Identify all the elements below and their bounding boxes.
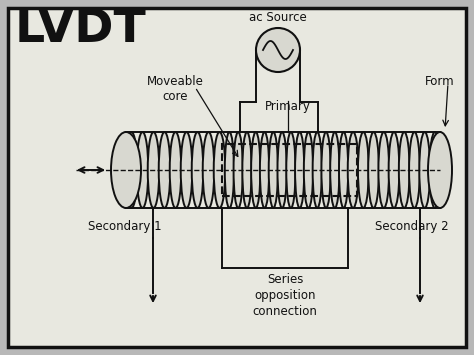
Text: Moveable
core: Moveable core [146, 75, 203, 103]
Ellipse shape [399, 132, 410, 208]
Ellipse shape [111, 132, 141, 208]
Ellipse shape [321, 132, 331, 208]
Ellipse shape [295, 132, 304, 208]
Ellipse shape [429, 132, 440, 208]
Ellipse shape [170, 132, 181, 208]
Ellipse shape [214, 132, 225, 208]
Ellipse shape [330, 132, 339, 208]
Ellipse shape [191, 132, 203, 208]
Ellipse shape [409, 132, 420, 208]
Text: Primary: Primary [265, 100, 311, 113]
Ellipse shape [159, 132, 170, 208]
Ellipse shape [225, 132, 234, 208]
Ellipse shape [358, 132, 369, 208]
Ellipse shape [348, 132, 358, 208]
Ellipse shape [181, 132, 192, 208]
Ellipse shape [203, 132, 214, 208]
Text: ac Source: ac Source [249, 11, 307, 24]
Ellipse shape [234, 132, 243, 208]
Text: Form: Form [425, 75, 455, 88]
Text: Series
opposition
connection: Series opposition connection [253, 273, 318, 318]
Ellipse shape [137, 132, 148, 208]
Text: Secondary 1: Secondary 1 [88, 220, 162, 233]
Ellipse shape [260, 132, 269, 208]
Text: Secondary 2: Secondary 2 [375, 220, 448, 233]
Ellipse shape [419, 132, 430, 208]
Ellipse shape [368, 132, 379, 208]
Ellipse shape [251, 132, 260, 208]
Circle shape [256, 28, 300, 72]
Ellipse shape [126, 132, 137, 208]
Ellipse shape [148, 132, 159, 208]
Ellipse shape [304, 132, 313, 208]
Bar [222, 144, 357, 196]
Ellipse shape [389, 132, 400, 208]
Ellipse shape [428, 132, 452, 208]
Ellipse shape [277, 132, 287, 208]
Ellipse shape [339, 132, 348, 208]
Ellipse shape [242, 132, 252, 208]
Ellipse shape [286, 132, 295, 208]
Ellipse shape [313, 132, 322, 208]
Text: LVDT: LVDT [15, 7, 147, 52]
Ellipse shape [269, 132, 278, 208]
Ellipse shape [378, 132, 389, 208]
